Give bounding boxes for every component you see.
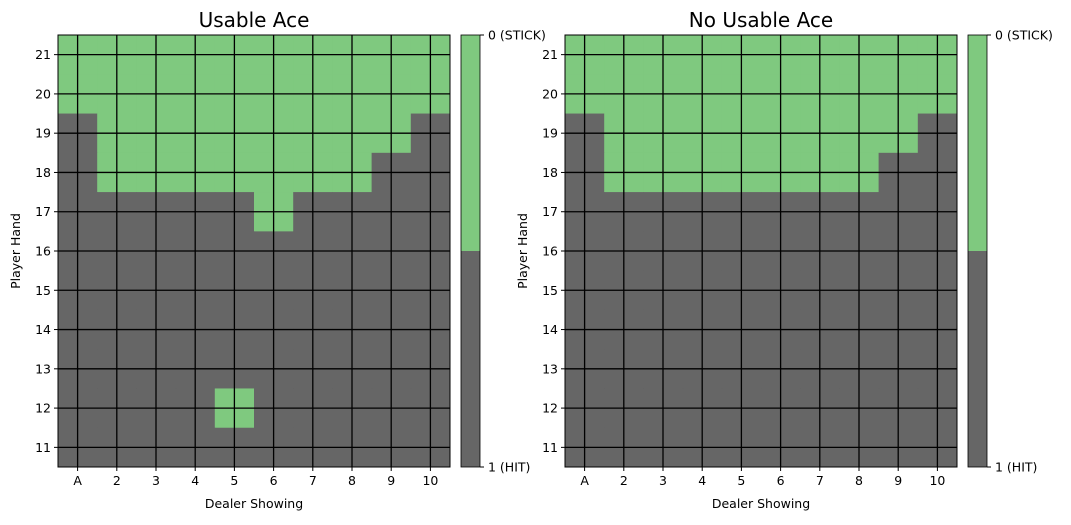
colorbar-tick-label: 0 (STICK) <box>995 28 1053 43</box>
y-tick-label: 12 <box>35 401 51 416</box>
colorbar-frame <box>460 34 481 468</box>
x-tick-label: 7 <box>309 473 317 488</box>
y-tick-label: 21 <box>35 47 51 62</box>
x-tick-label: 7 <box>816 473 824 488</box>
y-tick-label: 11 <box>542 440 558 455</box>
colorbar-tick-label: 1 (HIT) <box>488 460 530 475</box>
y-tick-label: 20 <box>542 86 558 101</box>
x-tick-label: 5 <box>230 473 238 488</box>
x-tick-label: 10 <box>422 473 438 488</box>
y-tick-label: 17 <box>35 204 51 219</box>
x-axis-label: Dealer Showing <box>712 496 810 511</box>
x-tick-label: 3 <box>659 473 667 488</box>
x-tick-label: 6 <box>270 473 278 488</box>
y-tick-label: 17 <box>542 204 558 219</box>
x-tick-label: 9 <box>387 473 395 488</box>
grid-lines <box>565 35 957 467</box>
y-tick-label: 18 <box>35 165 51 180</box>
usable-ace-panel: Usable Ace A 2 3 4 5 6 7 8 9 10 21 20 19 18 17 16 15 14 13 1… <box>8 8 546 511</box>
x-tick-label: 2 <box>113 473 121 488</box>
y-tick-label: 15 <box>542 283 558 298</box>
colorbar-tick-label: 1 (HIT) <box>995 460 1037 475</box>
x-tick-label: 2 <box>620 473 628 488</box>
y-tick-label: 14 <box>542 322 558 337</box>
y-tick-label: 21 <box>542 47 558 62</box>
y-axis-label: Player Hand <box>8 213 23 289</box>
x-tick-label: 6 <box>777 473 785 488</box>
x-tick-label: 4 <box>191 473 199 488</box>
x-tick-label: 4 <box>698 473 706 488</box>
x-tick-label: 5 <box>737 473 745 488</box>
colorbar-stick-segment <box>968 35 987 251</box>
y-tick-label: 15 <box>35 283 51 298</box>
x-tick-label: 10 <box>929 473 945 488</box>
y-axis-label: Player Hand <box>515 213 530 289</box>
y-tick-label: 11 <box>35 440 51 455</box>
x-tick-label: 8 <box>855 473 863 488</box>
colorbar: 0 (STICK) 1 (HIT) <box>460 28 546 475</box>
colorbar-frame <box>967 34 988 468</box>
x-tick-label: 3 <box>152 473 160 488</box>
y-tick-label: 13 <box>35 361 51 376</box>
x-axis-label: Dealer Showing <box>205 496 303 511</box>
y-tick-label: 19 <box>35 126 51 141</box>
x-tick-label: A <box>580 473 589 488</box>
colorbar-hit-segment <box>968 251 987 467</box>
x-tick-label: 8 <box>348 473 356 488</box>
y-tick-label: 12 <box>542 401 558 416</box>
y-tick-label: 14 <box>35 322 51 337</box>
x-tick-label: 9 <box>894 473 902 488</box>
colorbar: 0 (STICK) 1 (HIT) <box>967 28 1053 475</box>
y-tick-label: 13 <box>542 361 558 376</box>
colorbar-hit-segment <box>461 251 480 467</box>
y-tick-label: 16 <box>542 244 558 259</box>
y-tick-label: 18 <box>542 165 558 180</box>
colorbar-tick-label: 0 (STICK) <box>488 28 546 43</box>
y-tick-label: 20 <box>35 86 51 101</box>
chart-title: Usable Ace <box>199 8 310 32</box>
x-tick-label: A <box>73 473 82 488</box>
y-tick-label: 16 <box>35 244 51 259</box>
chart-title: No Usable Ace <box>689 8 833 32</box>
grid-lines <box>58 35 450 467</box>
colorbar-stick-segment <box>461 35 480 251</box>
y-tick-label: 19 <box>542 126 558 141</box>
no-usable-ace-panel: No Usable Ace A 2 3 4 5 6 7 8 9 10 21 20 19 18 17 16 15 14… <box>515 8 1053 511</box>
